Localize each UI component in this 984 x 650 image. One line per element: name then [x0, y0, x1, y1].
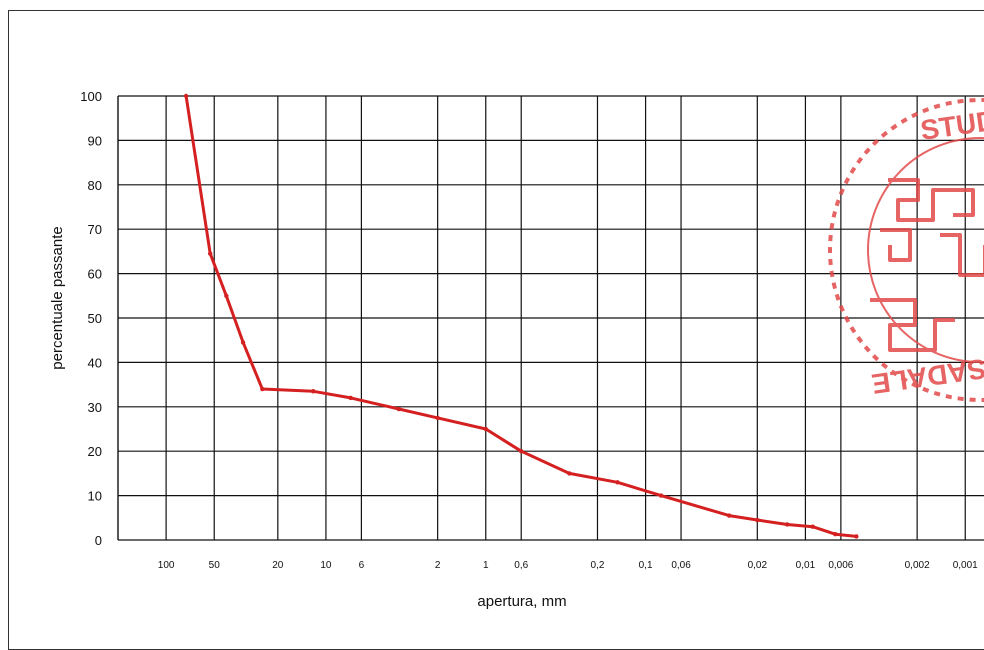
grading-curve-chart: 0 10 20 30 40 50 60 70 80 90 100 100 50 20 10 6 2 1 0,6 0,… — [49, 89, 984, 610]
x-tick-labels: 100 50 20 10 6 2 1 0,6 0,2 0,1 0,06 0,02 0,01 0,006 0,… — [158, 560, 978, 571]
y-tick-label: 20 — [88, 444, 102, 459]
data-point — [785, 522, 790, 527]
y-tick-label: 60 — [88, 267, 102, 282]
data-point — [207, 251, 213, 256]
data-point — [348, 395, 353, 401]
x-tick-label: 0,01 — [796, 560, 816, 571]
data-point — [833, 532, 838, 537]
x-axis-label: apertura, mm — [477, 593, 566, 610]
y-tick-labels: 0 10 20 30 40 50 60 70 80 90 100 — [80, 89, 102, 548]
stamp-circle-outer — [828, 98, 984, 402]
y-axis-label: percentuale passante — [49, 226, 66, 369]
x-tick-label: 0,1 — [639, 560, 653, 571]
x-tick-label: 0,001 — [953, 560, 978, 571]
data-point — [519, 449, 524, 454]
y-tick-label: 100 — [80, 89, 102, 104]
data-point — [810, 524, 815, 529]
data-point — [567, 471, 572, 476]
x-tick-label: 10 — [320, 560, 332, 571]
series-line — [184, 95, 857, 538]
data-point — [240, 340, 246, 345]
grid-lines — [117, 95, 984, 541]
x-tick-label: 50 — [209, 560, 221, 571]
y-tick-label: 30 — [88, 400, 102, 415]
data-point — [615, 480, 620, 485]
x-tick-label: 0,6 — [514, 560, 528, 571]
data-point — [726, 513, 732, 518]
y-tick-label: 50 — [88, 311, 102, 326]
stamp-circle-inner — [867, 137, 984, 363]
series-layer — [183, 93, 859, 539]
data-point — [658, 493, 664, 498]
data-point — [483, 426, 488, 432]
data-point — [311, 389, 316, 394]
y-tick-label: 80 — [88, 178, 102, 193]
y-tick-label: 40 — [88, 355, 102, 370]
stamp-text-bottom: SADALE — [870, 353, 984, 400]
y-tick-label: 90 — [88, 133, 102, 148]
data-point — [755, 517, 760, 523]
x-tick-label: 20 — [272, 560, 284, 571]
y-tick-label: 10 — [88, 489, 102, 504]
x-tick-label: 100 — [158, 560, 175, 571]
y-tick-label: 70 — [88, 222, 102, 237]
x-tick-label: 6 — [359, 560, 365, 571]
x-tick-label: 0,006 — [828, 560, 853, 571]
y-tick-label: 0 — [95, 533, 102, 548]
stamp-emblem — [870, 178, 984, 352]
data-point — [260, 386, 265, 392]
x-tick-label: 0,02 — [748, 560, 768, 571]
company-stamp: STUDI SADALE — [828, 98, 984, 402]
x-tick-label: 0,06 — [671, 560, 691, 571]
data-point — [854, 534, 859, 539]
data-point — [224, 293, 229, 298]
x-tick-label: 0,002 — [905, 560, 930, 571]
x-tick-label: 2 — [435, 560, 441, 571]
x-tick-label: 0,2 — [591, 560, 605, 571]
data-point — [183, 93, 189, 99]
data-point — [435, 415, 440, 421]
data-point — [396, 406, 402, 412]
x-tick-label: 1 — [483, 560, 489, 571]
